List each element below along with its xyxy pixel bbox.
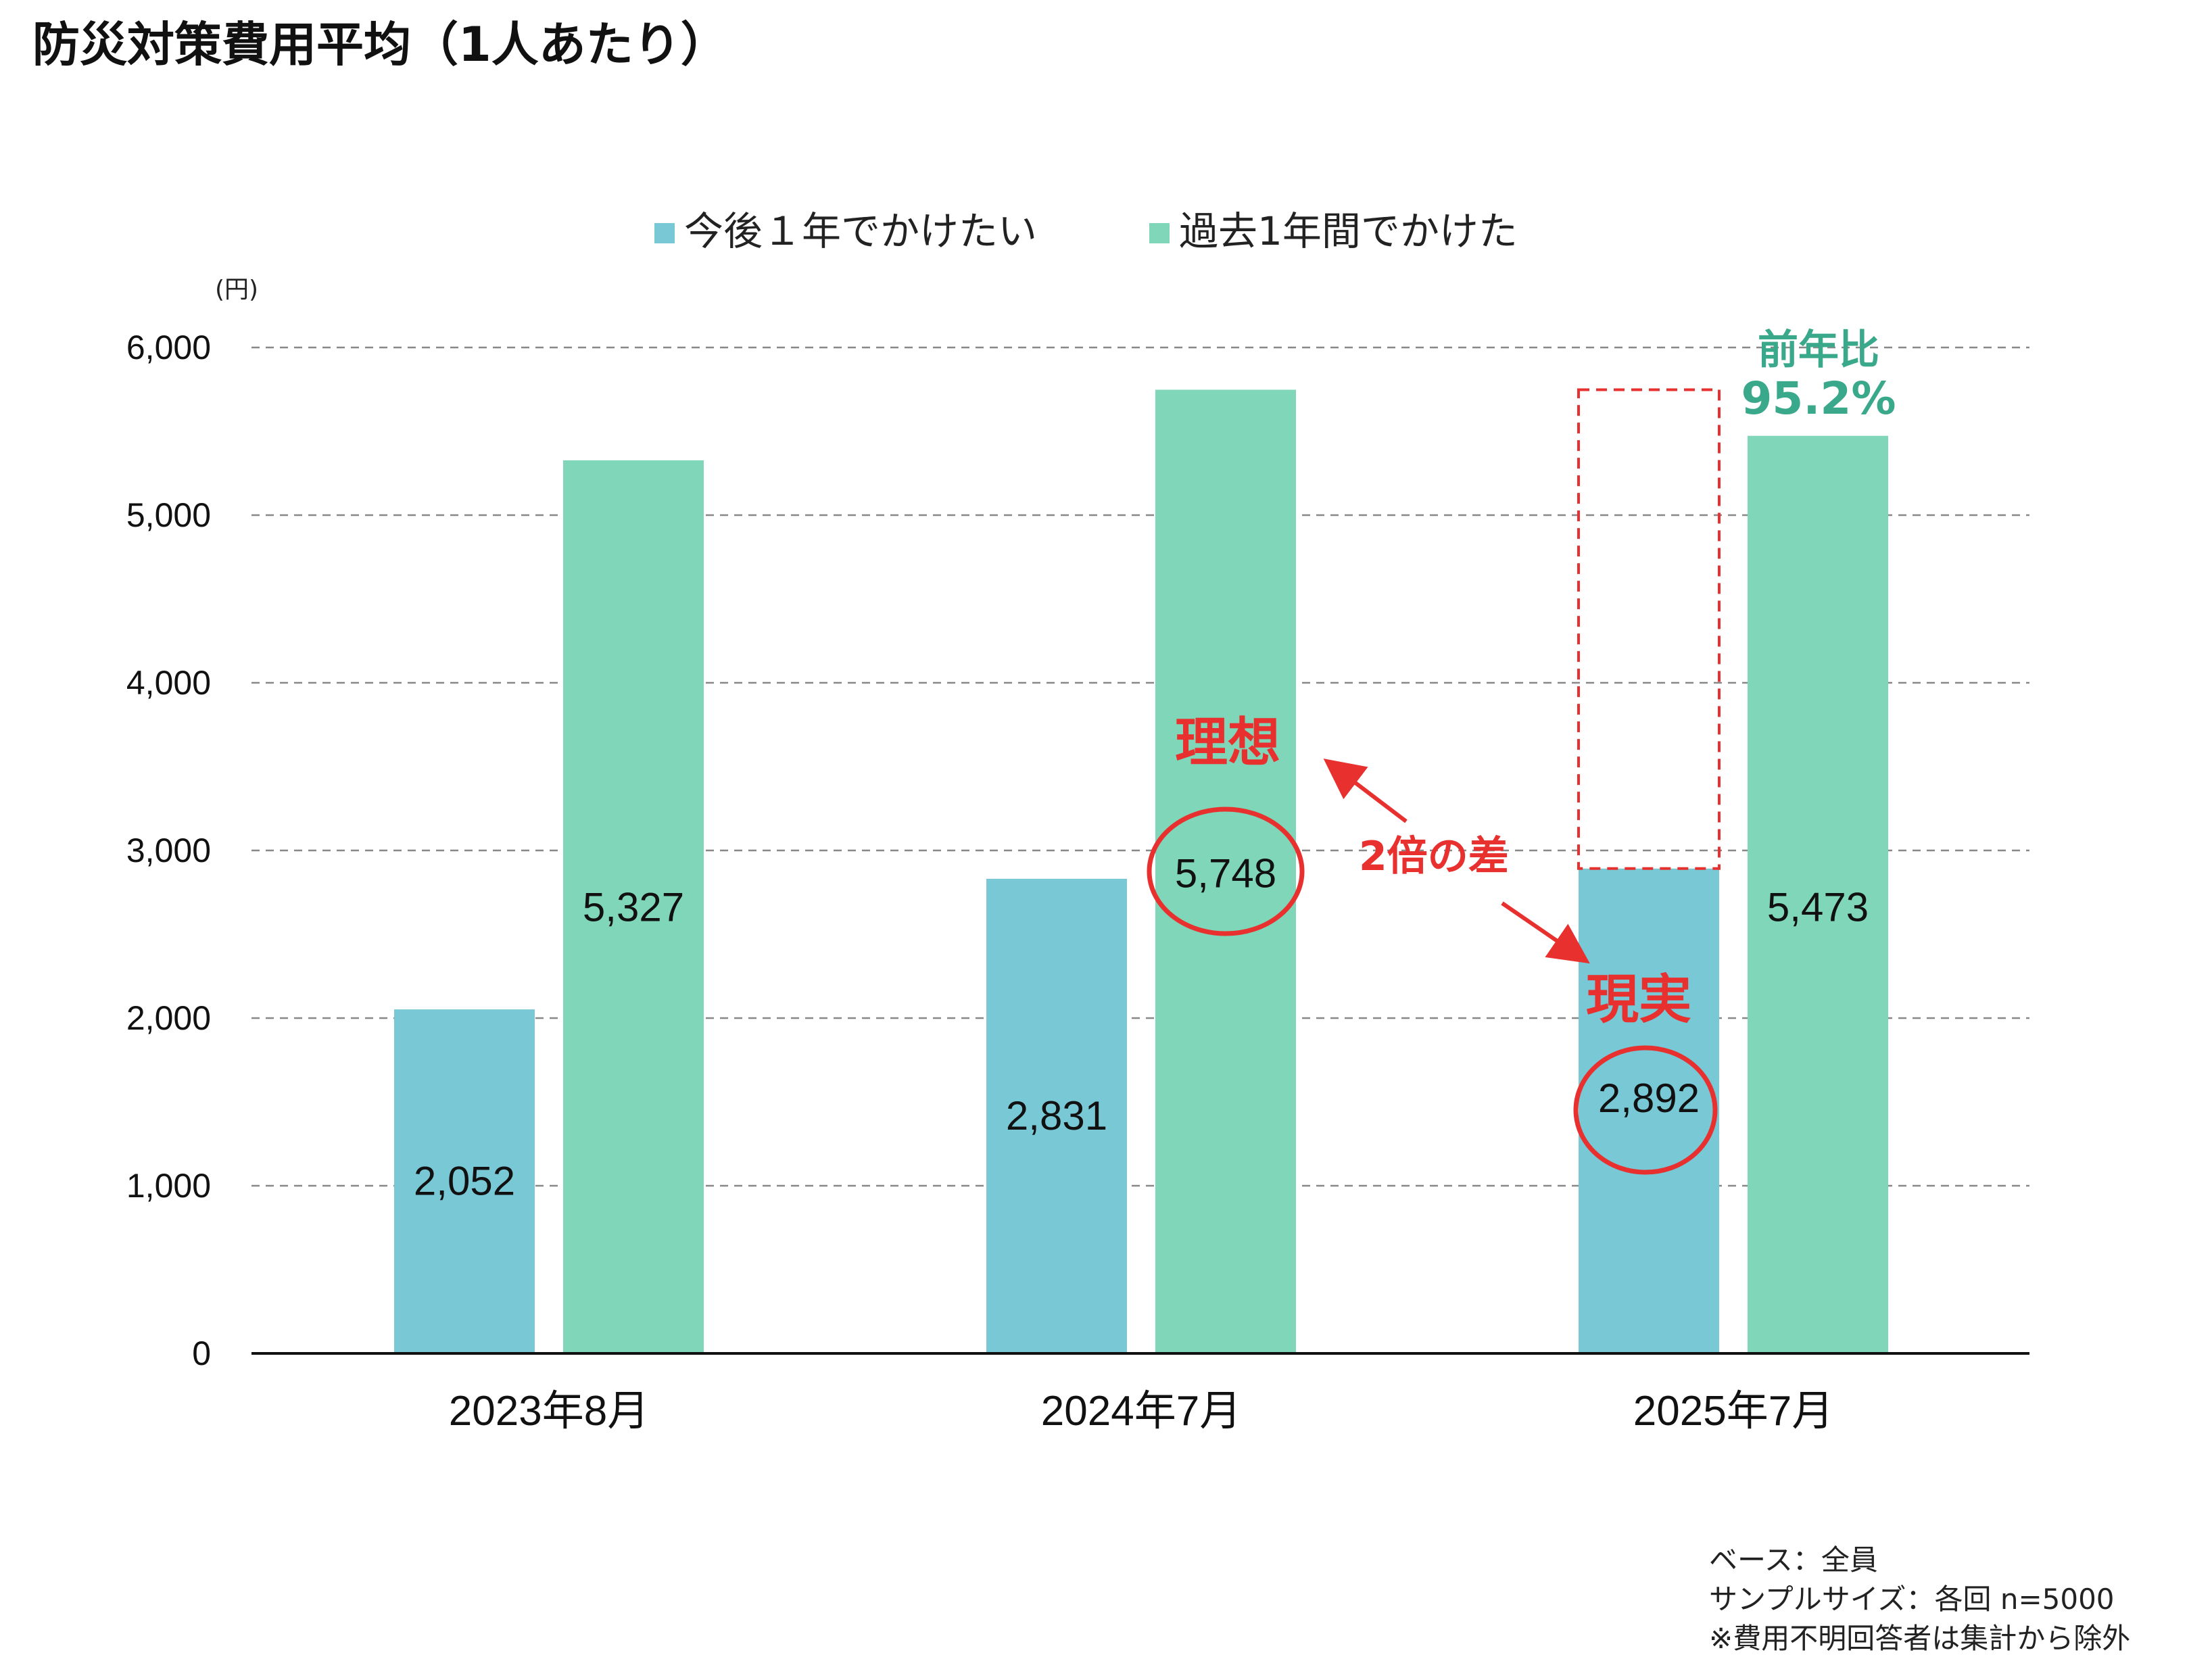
annotation-reality: 現実 <box>1586 969 1691 1030</box>
y-tick-label: 5,000 <box>126 496 211 534</box>
legend-item-future: 今後１年でかけたい <box>654 208 1037 254</box>
y-tick-label: 0 <box>192 1334 211 1372</box>
bar <box>563 460 704 1353</box>
footnote-base: ベース：全員 <box>1709 1543 1878 1576</box>
y-tick-label: 1,000 <box>126 1167 211 1205</box>
y-tick-label: 3,000 <box>126 832 211 869</box>
annotation-yoy-label: 前年比 <box>1758 327 1879 374</box>
x-category-label: 2024年7月 <box>1041 1388 1241 1435</box>
y-axis-ticks: 0 1,000 2,000 3,000 4,000 5,000 6,000 <box>126 329 211 1372</box>
bar-value-label: 2,831 <box>1006 1093 1107 1138</box>
footnote-sample-size: サンプルサイズ：各回 n=5000 <box>1709 1583 2115 1616</box>
bar <box>1579 868 1719 1353</box>
legend-label-past: 過去1年間でかけた <box>1179 208 1518 254</box>
bar <box>1155 389 1296 1353</box>
x-category-label: 2023年8月 <box>449 1388 649 1435</box>
y-axis-unit: (円) <box>215 276 258 304</box>
legend: 今後１年でかけたい 過去1年間でかけた <box>654 208 1518 254</box>
highlight-circle-5748 <box>1147 807 1305 936</box>
y-tick-label: 2,000 <box>126 999 211 1037</box>
legend-swatch-past <box>1149 223 1170 243</box>
legend-swatch-future <box>654 223 675 243</box>
annotations: 理想 現実 2倍の差 前年比 95.2% <box>1147 327 1896 1175</box>
annotation-yoy-value: 95.2% <box>1741 372 1896 425</box>
highlight-circle-2892 <box>1573 1045 1718 1175</box>
bars <box>394 389 1888 1353</box>
x-category-label: 2025年7月 <box>1633 1388 1833 1435</box>
bar <box>1748 435 1888 1353</box>
footnotes: ベース：全員 サンプルサイズ：各回 n=5000 ※費用不明回答者は集計から除外 <box>1709 1543 2130 1655</box>
chart-title: 防災対策費用平均（1人あたり） <box>32 17 728 72</box>
bar-value-label: 5,748 <box>1175 851 1276 896</box>
annotation-ideal: 理想 <box>1175 713 1280 773</box>
value-labels: 2,052 5,327 2,831 5,748 2,892 5,473 <box>414 851 1869 1204</box>
bar <box>394 1009 535 1353</box>
y-tick-label: 6,000 <box>126 329 211 366</box>
annotation-gap: 2倍の差 <box>1359 833 1509 880</box>
ideal-gap-box <box>1577 388 1721 870</box>
legend-item-past: 過去1年間でかけた <box>1149 208 1518 254</box>
bar-value-label: 5,473 <box>1767 884 1869 930</box>
bar <box>986 878 1127 1353</box>
legend-label-future: 今後１年でかけたい <box>684 208 1037 254</box>
arrow-to-ideal <box>1323 759 1408 823</box>
x-axis-categories: 2023年8月 2024年7月 2025年7月 <box>449 1388 1833 1435</box>
arrow-to-reality <box>1501 901 1590 964</box>
bar-value-label: 2,052 <box>414 1159 515 1204</box>
footnote-exclusion: ※費用不明回答者は集計から除外 <box>1709 1622 2130 1655</box>
bar-value-label: 2,892 <box>1598 1076 1700 1121</box>
bar-value-label: 5,327 <box>583 884 684 930</box>
gridlines <box>251 346 2029 1187</box>
y-tick-label: 4,000 <box>126 664 211 702</box>
